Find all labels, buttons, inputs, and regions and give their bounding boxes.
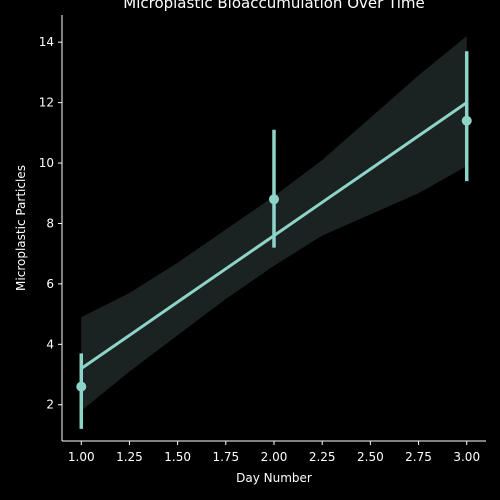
y-tick-label: 8: [46, 216, 54, 230]
x-tick-label: 2.75: [405, 450, 432, 464]
data-points: [76, 115, 472, 392]
data-point-1: [76, 381, 87, 392]
x-tick-label: 2.00: [261, 450, 288, 464]
y-tick-label: 4: [46, 337, 54, 351]
data-point-2: [269, 194, 279, 205]
y-axis-title: Microplastic Particles: [14, 165, 28, 291]
chart-title: Microplastic Bioaccumulation Over Time: [123, 0, 425, 12]
y-tick-label: 12: [39, 96, 54, 110]
x-tick-label: 1.50: [164, 450, 191, 464]
y-tick-label: 14: [39, 35, 54, 49]
y-tick-label: 10: [39, 156, 54, 170]
y-tick-label: 6: [46, 277, 54, 291]
data-point-3: [461, 115, 472, 126]
x-tick-label: 2.25: [309, 450, 336, 464]
x-axis-title: Day Number: [236, 471, 312, 485]
x-tick-label: 1.00: [68, 450, 95, 464]
x-tick-label: 1.75: [212, 450, 239, 464]
x-tick-label: 1.25: [116, 450, 143, 464]
y-tick-label: 2: [46, 398, 54, 412]
x-tick-label: 2.50: [357, 450, 384, 464]
y-axis-ticks: 2 4 6 8 10 12 14: [39, 35, 62, 412]
x-axis-ticks: 1.00 1.25 1.50 1.75 2.00 2.25 2.50 2.75 3.00: [68, 441, 480, 464]
x-tick-label: 3.00: [453, 450, 480, 464]
